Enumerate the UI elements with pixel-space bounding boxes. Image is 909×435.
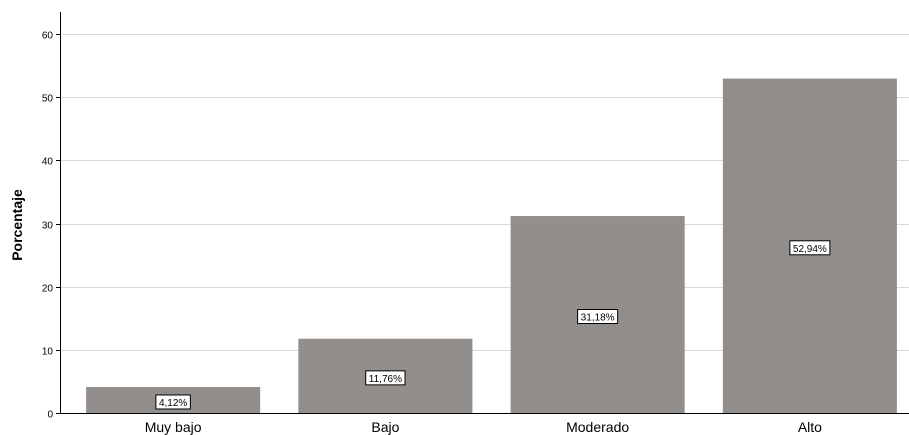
y-axis-title: Porcentaje <box>9 189 25 261</box>
x-category-label: Alto <box>798 419 822 435</box>
bars <box>86 78 897 413</box>
x-category-label: Moderado <box>566 419 629 435</box>
data-label-box <box>789 240 831 256</box>
data-labels: 4,12% 11,76% 31,18% 52,94% <box>155 240 831 410</box>
x-category-labels: Muy bajo Bajo Moderado Alto <box>145 419 822 435</box>
data-label: 52,94% <box>789 240 831 256</box>
data-label-box <box>155 394 191 410</box>
data-label-box <box>365 370 406 386</box>
y-tick-label: 50 <box>42 94 54 105</box>
data-label: 31,18% <box>577 309 619 325</box>
data-label: 11,76% <box>365 370 406 386</box>
data-label: 4,12% <box>155 394 191 410</box>
y-tick-label: 0 <box>47 410 53 421</box>
data-label-text: 4,12% <box>159 398 187 409</box>
y-tick-label: 40 <box>42 157 54 168</box>
x-category-label: Muy bajo <box>145 419 202 435</box>
y-tick-label: 30 <box>42 221 54 232</box>
data-label-box <box>577 309 619 325</box>
x-category-label: Bajo <box>371 419 399 435</box>
data-label-text: 52,94% <box>793 244 827 255</box>
y-tick-label: 60 <box>42 31 54 42</box>
data-label-text: 11,76% <box>369 374 402 385</box>
y-tick-label: 20 <box>42 284 54 295</box>
y-tick-labels: 0 10 20 30 40 50 60 <box>42 31 54 421</box>
axes <box>56 12 909 414</box>
y-tick-label: 10 <box>42 347 54 358</box>
data-label-text: 31,18% <box>581 313 615 324</box>
